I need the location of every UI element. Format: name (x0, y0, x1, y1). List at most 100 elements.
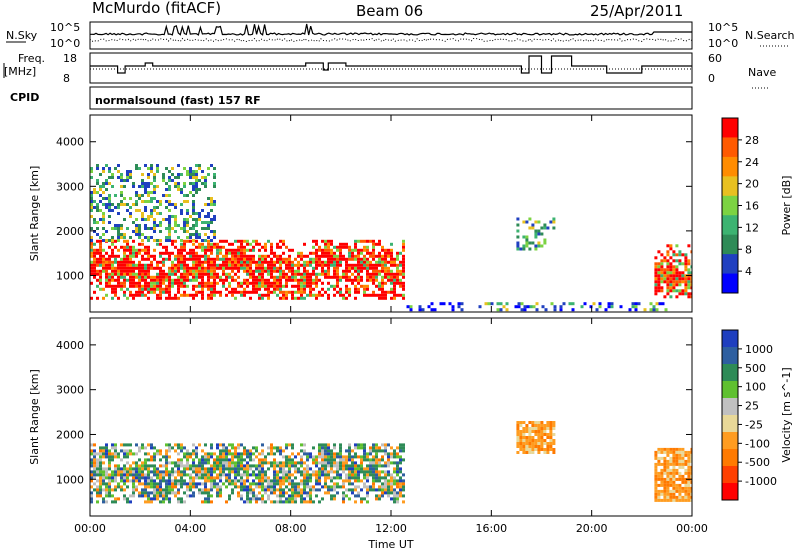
heatmap-cell (141, 278, 144, 282)
heatmap-cell (114, 500, 117, 504)
heatmap-cell (135, 233, 138, 236)
heatmap-cell (678, 253, 682, 257)
heatmap-cell (198, 464, 201, 468)
heatmap-cell (297, 290, 300, 294)
heatmap-cell (186, 485, 189, 489)
heatmap-cell (678, 289, 682, 293)
heatmap-cell (300, 257, 303, 261)
heatmap-cell (357, 443, 360, 447)
heatmap-cell (276, 281, 279, 285)
heatmap-cell (327, 488, 330, 492)
heatmap-cell (198, 467, 201, 471)
heatmap-cell (237, 485, 240, 489)
heatmap-cell (330, 488, 333, 492)
heatmap-cell (144, 452, 147, 456)
heatmap-cell (144, 275, 147, 279)
heatmap-cell (357, 239, 360, 243)
station-title: McMurdo (fitACF) (92, 0, 222, 17)
heatmap-cell (396, 464, 399, 468)
heatmap-cell (360, 479, 363, 483)
heatmap-cell (354, 464, 357, 468)
heatmap-cell (93, 449, 96, 453)
heatmap-cell (261, 476, 264, 480)
heatmap-cell (282, 470, 285, 474)
heatmap-cell (204, 473, 207, 477)
heatmap-cell (288, 248, 291, 252)
heatmap-cell (117, 296, 120, 300)
heatmap-cell (210, 275, 213, 279)
heatmap-cell (213, 266, 216, 270)
heatmap-cell (393, 479, 396, 483)
heatmap-cell (195, 176, 198, 179)
heatmap-cell (363, 470, 366, 474)
heatmap-cell (276, 266, 279, 270)
heatmap-cell (669, 262, 673, 266)
heatmap-cell (684, 492, 688, 496)
heatmap-cell (159, 254, 162, 258)
heatmap-cell (93, 206, 96, 209)
heatmap-cell (312, 278, 315, 282)
heatmap-cell (129, 263, 132, 267)
heatmap-cell (108, 467, 111, 471)
heatmap-cell (177, 467, 180, 471)
heatmap-cell (318, 500, 321, 504)
heatmap-cell (129, 266, 132, 270)
heatmap-cell (327, 257, 330, 261)
heatmap-cell (207, 269, 210, 273)
heatmap-cell (276, 284, 279, 288)
heatmap-cell (171, 467, 174, 471)
heatmap-cell (99, 449, 102, 453)
heatmap-cell (678, 259, 682, 263)
colorbar-segment (722, 234, 738, 255)
heatmap-cell (336, 470, 339, 474)
heatmap-cell (654, 480, 658, 484)
heatmap-cell (129, 293, 132, 297)
heatmap-cell (141, 482, 144, 486)
heatmap-cell (105, 269, 108, 273)
heatmap-cell (519, 439, 523, 442)
heatmap-cell (156, 296, 159, 300)
heatmap-cell (303, 443, 306, 447)
heatmap-cell (354, 488, 357, 492)
heatmap-cell (225, 293, 228, 297)
heatmap-cell (147, 290, 150, 294)
heatmap-cell (381, 260, 384, 264)
heatmap-cell (276, 500, 279, 504)
heatmap-cell (246, 254, 249, 258)
heatmap-cell (678, 453, 682, 457)
heatmap-cell (153, 248, 156, 252)
heatmap-cell (93, 257, 96, 261)
heatmap-cell (540, 232, 544, 236)
heatmap-cell (246, 239, 249, 243)
heatmap-cell (123, 479, 126, 483)
heatmap-cell (264, 476, 267, 480)
heatmap-cell (138, 194, 141, 197)
heatmap-cell (201, 272, 204, 276)
heatmap-cell (111, 443, 114, 447)
heatmap-cell (159, 464, 162, 468)
heatmap-cell (249, 269, 252, 273)
heatmap-cell (678, 292, 682, 296)
heatmap-cell (156, 467, 159, 471)
heatmap-cell (363, 467, 366, 471)
heatmap-cell (120, 203, 123, 206)
heatmap-cell (315, 278, 318, 282)
heatmap-cell (300, 275, 303, 279)
heatmap-cell (99, 257, 102, 261)
heatmap-cell (138, 494, 141, 498)
heatmap-cell (111, 296, 114, 300)
heatmap-cell (177, 464, 180, 468)
heatmap-cell (375, 254, 378, 258)
heatmap-cell (516, 247, 520, 251)
heatmap-cell (210, 467, 213, 471)
heatmap-cell (342, 500, 345, 504)
heatmap-cell (162, 473, 165, 477)
heatmap-cell (165, 479, 168, 483)
heatmap-cell (387, 464, 390, 468)
heatmap-cell (174, 203, 177, 206)
heatmap-cell (381, 281, 384, 285)
heatmap-cell (162, 194, 165, 197)
heatmap-cell (198, 284, 201, 288)
heatmap-cell (291, 464, 294, 468)
heatmap-cell (537, 448, 541, 451)
